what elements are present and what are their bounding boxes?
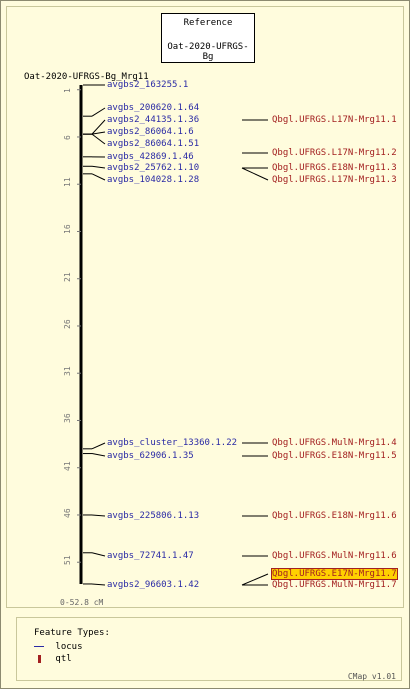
- map-panel: [6, 6, 404, 608]
- locus-label[interactable]: avgbs2_86064.1.51: [107, 139, 200, 149]
- locus-connector: [91, 514, 106, 517]
- locus-connector: [91, 583, 106, 586]
- locus-connector: [91, 131, 106, 135]
- qtl-label[interactable]: Qbgl.UFRGS.E17N-Mrg11.7: [271, 568, 398, 580]
- locus-label[interactable]: avgbs_72741.1.47: [107, 551, 194, 561]
- locus-label[interactable]: avgbs2_86064.1.6: [107, 127, 194, 137]
- locus-label[interactable]: avgbs_225806.1.13: [107, 511, 200, 521]
- qtl-connector: [241, 167, 269, 181]
- axis-tick-label: 1: [63, 87, 72, 93]
- axis-tick-label: 36: [63, 413, 72, 424]
- axis-tick-label: 6: [63, 135, 72, 140]
- qtl-connector: [241, 573, 269, 586]
- locus-connector: [91, 442, 106, 450]
- locus-connector: [91, 119, 106, 135]
- axis-tick-label: 26: [63, 319, 72, 329]
- locus-connector: [91, 107, 106, 117]
- legend-qtl-row: qtl: [34, 654, 72, 664]
- axis-tick-label: 16: [63, 224, 72, 235]
- locus-label[interactable]: avgbs2_163255.1: [107, 80, 189, 90]
- locus-label[interactable]: avgbs_cluster_13360.1.22: [107, 438, 238, 448]
- locus-label[interactable]: avgbs2_44135.1.36: [107, 115, 200, 125]
- qtl-bar-icon: [38, 654, 41, 663]
- reference-title: Reference: [183, 18, 233, 28]
- locus-label[interactable]: avgbs_200620.1.64: [107, 103, 200, 113]
- reference-map-set[interactable]: Oat-2020-UFRGS-Bg: [167, 42, 249, 62]
- locus-connector: [91, 165, 106, 169]
- legend-locus-label: locus: [55, 642, 83, 652]
- locus-label[interactable]: avgbs_104028.1.28: [107, 175, 200, 185]
- locus-label[interactable]: avgbs_62906.1.35: [107, 451, 194, 461]
- reference-box[interactable]: Reference Oat-2020-UFRGS-Bg: [161, 13, 255, 63]
- qtl-label[interactable]: Qbgl.UFRGS.MulN-Mrg11.7: [272, 580, 397, 590]
- legend-locus-row: locus: [34, 642, 83, 652]
- legend: Feature Types: locus qtl: [16, 617, 402, 681]
- locus-connector: [91, 133, 106, 145]
- axis-tick-label: 21: [63, 272, 72, 282]
- footer-version: CMap v1.01: [347, 672, 396, 681]
- locus-connector: [91, 552, 106, 557]
- locus-label[interactable]: avgbs_42869.1.46: [107, 152, 194, 162]
- axis-tick-label: 46: [63, 508, 72, 518]
- qtl-label[interactable]: Qbgl.UFRGS.L17N-Mrg11.1: [272, 115, 397, 125]
- locus-label[interactable]: avgbs2_96603.1.42: [107, 580, 200, 590]
- locus-connector: [91, 453, 106, 457]
- qtl-label[interactable]: Qbgl.UFRGS.L17N-Mrg11.3: [272, 175, 397, 185]
- qtl-label[interactable]: Qbgl.UFRGS.E18N-Mrg11.5: [272, 451, 397, 461]
- map-range: 0-52.8 cM: [60, 598, 104, 607]
- qtl-label[interactable]: Qbgl.UFRGS.MulN-Mrg11.4: [272, 438, 397, 448]
- qtl-label[interactable]: Qbgl.UFRGS.E18N-Mrg11.6: [272, 511, 397, 521]
- map-title[interactable]: Oat-2020-UFRGS-Bg_Mrg11: [24, 72, 149, 82]
- qtl-label[interactable]: Qbgl.UFRGS.L17N-Mrg11.2: [272, 148, 397, 158]
- axis-tick-label: 11: [63, 177, 72, 188]
- axis-tick-label: 51: [63, 555, 72, 566]
- locus-label[interactable]: avgbs2_25762.1.10: [107, 163, 200, 173]
- legend-qtl-label: qtl: [55, 654, 72, 664]
- legend-title: Feature Types:: [34, 628, 110, 638]
- axis-tick-label: 31: [63, 366, 72, 377]
- axis-tick-label: 41: [63, 461, 72, 471]
- locus-line-icon: [34, 646, 44, 647]
- qtl-label[interactable]: Qbgl.UFRGS.MulN-Mrg11.6: [272, 551, 397, 561]
- locus-connector: [91, 173, 106, 181]
- qtl-label[interactable]: Qbgl.UFRGS.E18N-Mrg11.3: [272, 163, 397, 173]
